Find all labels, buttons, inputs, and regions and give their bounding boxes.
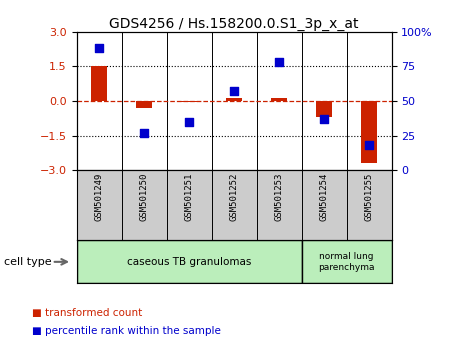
Text: cell type: cell type	[4, 257, 52, 267]
Bar	[226, 97, 242, 101]
Text: caseous TB granulomas: caseous TB granulomas	[127, 257, 251, 267]
Point	[230, 88, 238, 94]
Point	[95, 46, 103, 51]
Point	[365, 142, 373, 148]
Bar	[181, 101, 197, 102]
Text: GSM501253: GSM501253	[274, 172, 284, 221]
Text: GSM501251: GSM501251	[184, 172, 194, 221]
Bar	[316, 101, 332, 117]
Bar	[91, 67, 107, 101]
Point	[275, 59, 283, 65]
Point	[140, 130, 148, 136]
Text: ■ percentile rank within the sample: ■ percentile rank within the sample	[32, 326, 220, 336]
Point	[320, 116, 328, 122]
Text: GSM501252: GSM501252	[230, 172, 238, 221]
Text: GSM501255: GSM501255	[364, 172, 373, 221]
Bar	[302, 240, 392, 283]
Title: GDS4256 / Hs.158200.0.S1_3p_x_at: GDS4256 / Hs.158200.0.S1_3p_x_at	[109, 17, 359, 31]
Text: ■ transformed count: ■ transformed count	[32, 308, 142, 318]
Text: GSM501250: GSM501250	[140, 172, 148, 221]
Text: GSM501249: GSM501249	[94, 172, 104, 221]
Bar	[76, 240, 302, 283]
Text: GSM501254: GSM501254	[320, 172, 328, 221]
Bar	[136, 101, 152, 108]
Text: normal lung
parenchyma: normal lung parenchyma	[318, 252, 375, 272]
Point	[185, 119, 193, 125]
Bar	[271, 97, 287, 101]
Bar	[361, 101, 377, 163]
